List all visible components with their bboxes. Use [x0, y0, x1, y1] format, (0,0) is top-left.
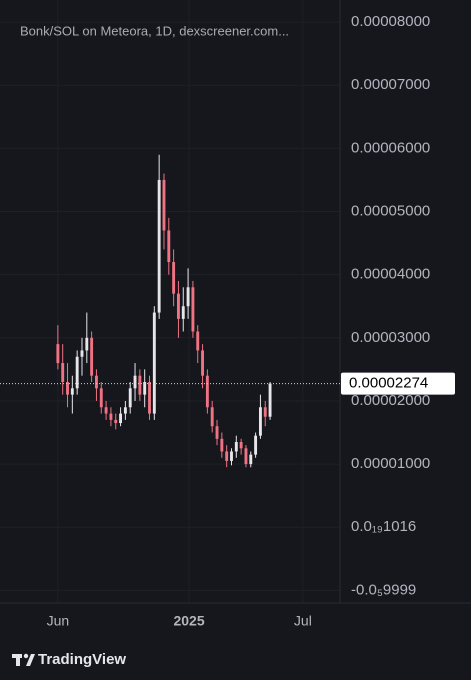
x-tick-label: Jul: [294, 613, 312, 629]
candle-body: [148, 382, 151, 414]
y-tick-label: 0.00003000: [351, 329, 430, 346]
candle-body: [230, 451, 233, 461]
candle-body: [90, 337, 94, 376]
y-tick-label: 0.00006000: [351, 139, 430, 156]
y-tick-label: 0.00004000: [351, 266, 430, 283]
candle-body: [56, 344, 60, 364]
candle-body: [258, 407, 262, 436]
last-price-label: 0.00002274: [349, 375, 428, 392]
candle-body: [176, 293, 180, 319]
candle-body: [205, 375, 209, 408]
candle-body: [172, 262, 176, 294]
y-tick-label: 0.00008000: [351, 13, 430, 30]
y-tick-label: 0.00001000: [351, 455, 430, 472]
candle-body: [215, 426, 219, 439]
brand-name: TradingView: [38, 651, 126, 668]
candle-body: [191, 287, 195, 332]
logo-stem: [16, 654, 20, 666]
candle-body: [234, 441, 238, 452]
candle-body: [80, 350, 84, 357]
logo-dot: [23, 653, 29, 659]
candle-body: [244, 448, 248, 465]
candle-body: [143, 382, 147, 395]
candle-body: [138, 375, 142, 395]
x-tick-label: Jun: [47, 613, 70, 629]
candle-body: [210, 407, 214, 427]
candle-body: [133, 375, 137, 389]
y-tick-label: 0.00007000: [351, 76, 430, 93]
candle-body: [70, 388, 74, 395]
chart-title: Bonk/SOL on Meteora, 1D, dexscreener.com…: [20, 23, 289, 38]
candle-body: [254, 435, 258, 455]
candle-body: [99, 388, 103, 408]
candle-body: [114, 419, 118, 424]
candle-body: [119, 413, 123, 424]
candle-body: [104, 407, 108, 414]
candle-body: [61, 363, 65, 383]
logo-slash: [26, 654, 35, 666]
plot-area: [56, 154, 272, 468]
tradingview-logo: TradingView: [12, 651, 126, 668]
candle-body: [196, 331, 200, 351]
candle-body: [109, 413, 113, 420]
candle-body: [239, 441, 243, 449]
candle-body: [181, 306, 185, 319]
candle-body: [85, 337, 89, 351]
candle-body: [95, 375, 98, 389]
candle-body: [128, 388, 132, 408]
x-tick-label: 2025: [173, 613, 204, 629]
candle-body: [157, 179, 161, 313]
y-tick-label: -0.0₅9999: [351, 581, 416, 598]
y-tick-label: 0.00005000: [351, 202, 430, 219]
candle-body: [201, 350, 204, 376]
candle-body: [167, 230, 171, 263]
candle-body: [152, 312, 156, 414]
candle-body: [225, 451, 229, 461]
candle-body: [263, 407, 267, 417]
candle-body: [123, 407, 127, 414]
y-tick-label: 0.0₁₉1016: [351, 518, 416, 535]
candle-body: [186, 287, 190, 307]
candle-body: [249, 454, 253, 465]
candle-body: [75, 356, 79, 389]
last-price-box: [341, 372, 455, 395]
y-tick-label: 0.00002000: [351, 392, 430, 409]
candle-body: [268, 383, 272, 417]
candle-body: [220, 438, 224, 452]
candle-body: [162, 179, 166, 231]
candle-body: [66, 382, 69, 395]
